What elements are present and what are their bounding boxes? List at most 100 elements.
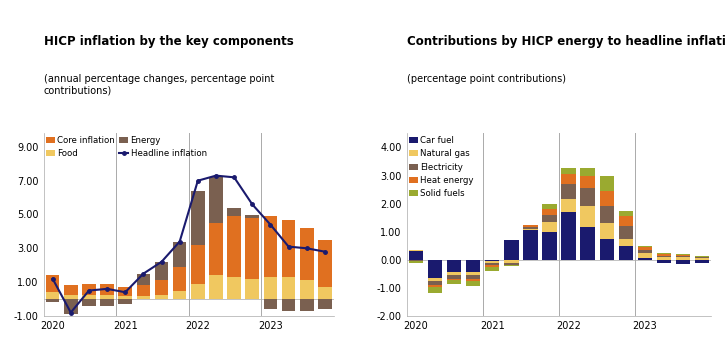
Legend: Car fuel, Natural gas, Electricity, Heat energy, Solid fuels: Car fuel, Natural gas, Electricity, Heat… — [408, 135, 475, 199]
Bar — [428, 260, 442, 278]
Headline inflation — [285, 245, 293, 249]
Bar — [581, 188, 595, 206]
Bar — [657, 256, 671, 257]
Bar — [100, 284, 114, 295]
Bar — [523, 230, 537, 260]
Bar — [581, 176, 595, 188]
Bar — [600, 223, 613, 239]
Bar — [118, 287, 132, 296]
Bar — [227, 208, 241, 216]
Bar — [600, 239, 613, 260]
Bar — [561, 199, 576, 212]
Bar — [561, 168, 576, 174]
Bar — [428, 278, 442, 281]
Bar — [46, 275, 60, 292]
Headline inflation — [121, 290, 130, 294]
Bar — [409, 261, 423, 263]
Bar — [318, 240, 332, 287]
Text: Contributions by HICP energy to headline inflation: Contributions by HICP energy to headline… — [407, 35, 726, 48]
Headline inflation — [303, 246, 311, 250]
Bar — [264, 299, 277, 309]
Headline inflation — [266, 223, 274, 227]
Headline inflation — [67, 310, 76, 314]
Bar — [264, 277, 277, 299]
Headline inflation — [176, 239, 184, 244]
Bar — [619, 216, 633, 226]
Bar — [637, 246, 652, 247]
Headline inflation — [248, 202, 257, 206]
Bar — [428, 285, 442, 287]
Headline inflation — [103, 287, 112, 291]
Bar — [637, 253, 652, 258]
Bar — [561, 212, 576, 260]
Headline inflation — [139, 272, 148, 276]
Bar — [64, 285, 78, 295]
Headline inflation — [48, 277, 57, 281]
Bar — [542, 209, 557, 215]
Bar — [466, 260, 481, 272]
Bar — [447, 279, 461, 280]
Headline inflation — [84, 289, 93, 293]
Bar — [561, 174, 576, 184]
Bar — [191, 191, 205, 245]
Bar — [619, 246, 633, 260]
Bar — [245, 218, 259, 279]
Bar — [447, 260, 461, 272]
Bar — [695, 257, 709, 258]
Bar — [428, 281, 442, 285]
Bar — [523, 229, 537, 230]
Bar — [409, 250, 423, 251]
Bar — [505, 240, 518, 260]
Bar — [466, 279, 481, 281]
Bar — [300, 280, 314, 299]
Bar — [695, 260, 709, 263]
Text: HICP inflation by the key components: HICP inflation by the key components — [44, 35, 293, 48]
Bar — [282, 299, 295, 311]
Bar — [155, 295, 168, 299]
Text: (annual percentage changes, percentage point
contributions): (annual percentage changes, percentage p… — [44, 74, 274, 95]
Bar — [227, 277, 241, 299]
Bar — [542, 222, 557, 232]
Bar — [82, 295, 96, 299]
Headline inflation — [193, 179, 202, 183]
Bar — [466, 275, 481, 279]
Bar — [542, 204, 557, 209]
Bar — [637, 258, 652, 260]
Bar — [466, 272, 481, 275]
Bar — [409, 260, 423, 261]
Bar — [581, 168, 595, 176]
Bar — [46, 299, 60, 302]
Bar — [82, 299, 96, 306]
Bar — [657, 260, 671, 263]
Line: Headline inflation: Headline inflation — [51, 174, 327, 314]
Bar — [505, 260, 518, 263]
Bar — [523, 227, 537, 229]
Bar — [676, 258, 690, 260]
Bar — [282, 220, 295, 277]
Bar — [505, 263, 518, 265]
Bar — [485, 267, 499, 271]
Bar — [118, 299, 132, 304]
Headline inflation — [321, 250, 330, 254]
Bar — [542, 215, 557, 222]
Bar — [245, 279, 259, 299]
Bar — [637, 250, 652, 253]
Bar — [447, 272, 461, 275]
Bar — [100, 295, 114, 299]
Bar — [600, 176, 613, 191]
Headline inflation — [212, 173, 221, 178]
Bar — [485, 265, 499, 267]
Bar — [637, 247, 652, 250]
Bar — [600, 206, 613, 223]
Text: (percentage point contributions): (percentage point contributions) — [407, 74, 566, 84]
Bar — [561, 184, 576, 199]
Bar — [657, 253, 671, 254]
Bar — [523, 225, 537, 227]
Bar — [318, 287, 332, 299]
Bar — [282, 277, 295, 299]
Bar — [173, 241, 187, 267]
Bar — [191, 284, 205, 299]
Bar — [695, 258, 709, 260]
Bar — [447, 280, 461, 284]
Bar — [300, 299, 314, 311]
